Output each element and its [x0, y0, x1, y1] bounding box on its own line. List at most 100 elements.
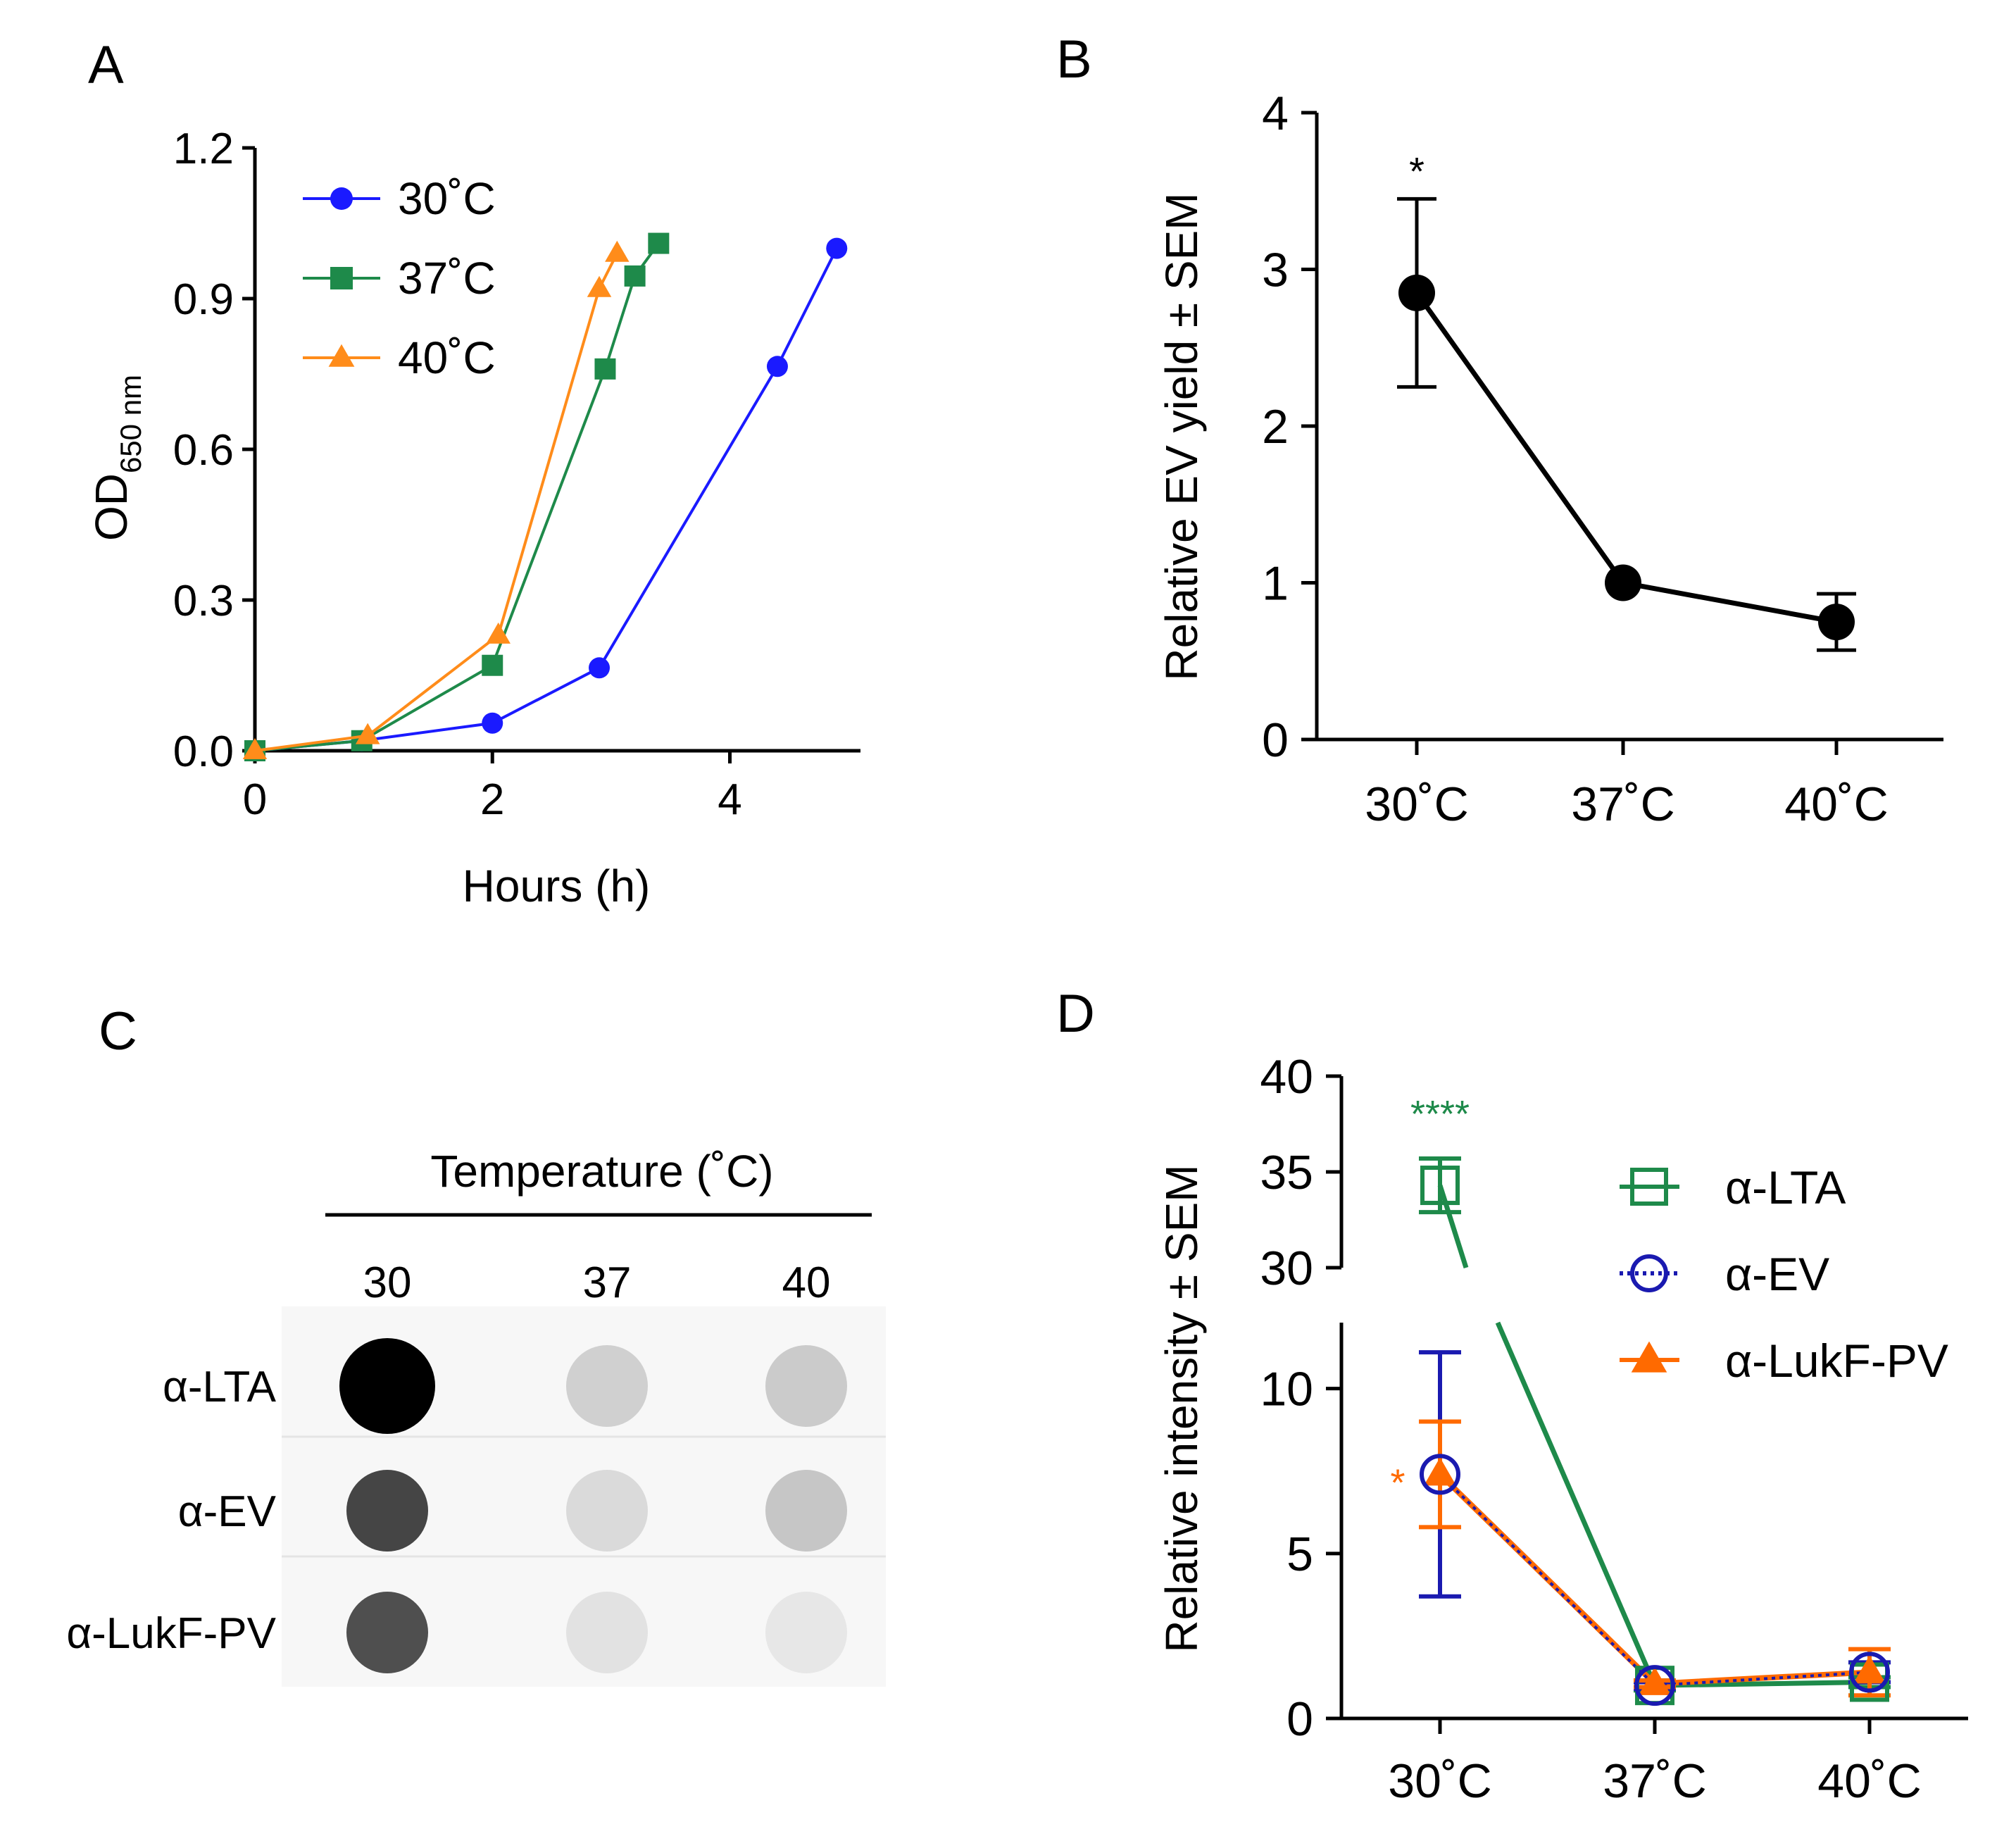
data-point	[1639, 1666, 1671, 1695]
legend-label: 40˚C	[398, 332, 496, 383]
legend-label: 30˚C	[398, 173, 496, 224]
y-tick-label: 0	[1262, 713, 1289, 767]
x-tick-label: 30˚C	[1365, 778, 1468, 831]
blot-dot	[765, 1345, 847, 1427]
y-tick-label: 0.3	[173, 577, 234, 625]
y-tick-label: 1.2	[173, 125, 234, 173]
blot-column-label: 30	[363, 1259, 412, 1307]
data-point	[1849, 1652, 1890, 1693]
panel-a-x-ticks: 0 2 4	[243, 751, 742, 824]
legend-label: α-EV	[1725, 1248, 1829, 1300]
panel-a-x-label: Hours (h)	[463, 861, 651, 911]
y-tick-label: 40	[1260, 1050, 1313, 1104]
panel-b-series: *	[1397, 149, 1856, 652]
blot-column-label: 40	[782, 1259, 831, 1307]
legend-marker	[1630, 1254, 1668, 1292]
y-tick-label: 0.6	[173, 426, 234, 475]
series-line	[254, 247, 839, 752]
y-tick-label: 5	[1286, 1528, 1313, 1581]
data-point	[355, 723, 380, 744]
panel-b-y-label: Relative EV yield ± SEM	[1156, 192, 1207, 680]
data-point	[1424, 1457, 1456, 1486]
x-tick-label: 37˚C	[1571, 778, 1674, 831]
y-tick-label: 30	[1260, 1242, 1313, 1295]
y-tick-label: 0.0	[173, 728, 234, 776]
legend-label: α-LukF-PV	[1725, 1335, 1948, 1387]
panel-a-y-label: OD650 nm	[86, 375, 147, 541]
panel-a: A 0.0 0.3 0.6 0.9 1.2 0 2 4 Hours (h) OD650 nm…	[86, 35, 860, 911]
blot-dot	[346, 1592, 428, 1673]
significance-marker: *	[1390, 1461, 1405, 1504]
data-point	[1634, 1665, 1675, 1706]
panel-b-y-ticks: 0 1 2 3 4	[1262, 87, 1317, 767]
legend-label: α-LTA	[1725, 1161, 1846, 1213]
y-tick-label: 2	[1262, 400, 1289, 454]
data-point	[1420, 1454, 1460, 1495]
panel-b-letter: B	[1056, 30, 1092, 89]
panel-a-y-ticks: 0.0 0.3 0.6 0.9 1.2	[173, 125, 255, 776]
data-point	[826, 237, 848, 259]
data-point	[486, 622, 511, 644]
panel-d-x-ticks: 30˚C 37˚C 40˚C	[1388, 1718, 1922, 1808]
significance-marker: *	[1409, 149, 1425, 193]
blot-dot	[566, 1345, 648, 1427]
legend-marker	[1630, 1168, 1668, 1206]
panel-d-legend: α-LTA α-EV α-LukF-PV	[1620, 1161, 1948, 1387]
y-tick-label: 0	[1286, 1692, 1313, 1746]
y-tick-label: 0.9	[173, 275, 234, 324]
data-point	[1818, 604, 1855, 641]
panel-d-y-ticks: 0 5 10 30 35 40	[1260, 1050, 1341, 1746]
panel-a-legend: 30˚C 37˚C 40˚C	[303, 173, 496, 383]
series-line	[254, 252, 619, 752]
x-tick-label: 4	[718, 775, 741, 824]
data-point	[1605, 564, 1641, 601]
x-tick-label: 40˚C	[1817, 1754, 1921, 1808]
series-line	[1439, 1473, 1870, 1687]
y-tick-label: 3	[1262, 244, 1289, 297]
blot-row-label: α-EV	[178, 1487, 277, 1536]
data-point	[766, 356, 788, 377]
series-line	[1495, 1321, 1658, 1687]
blot-header: Temperature (˚C)	[430, 1146, 773, 1197]
data-point	[482, 712, 503, 734]
panel-c: C Temperature (˚C) 30 37 40 α-LTA α-EV α-LukF…	[66, 1001, 886, 1687]
legend-marker	[330, 267, 353, 289]
panel-b-x-ticks: 30˚C 37˚C 40˚C	[1365, 739, 1889, 831]
data-point	[605, 240, 630, 262]
panel-c-letter: C	[99, 1001, 137, 1061]
panel-a-letter: A	[88, 35, 124, 95]
data-point	[1853, 1655, 1886, 1684]
significance-marker: ****	[1410, 1093, 1470, 1135]
data-point	[589, 657, 611, 679]
y-tick-label: 1	[1262, 557, 1289, 611]
panel-a-series	[242, 232, 848, 761]
blot-dot	[566, 1592, 648, 1673]
data-point	[587, 275, 612, 297]
blot-dot	[346, 1470, 428, 1552]
legend-marker	[328, 344, 355, 367]
panel-d-series: *****	[1390, 1093, 1891, 1706]
x-tick-label: 30˚C	[1388, 1754, 1491, 1808]
data-point	[1420, 1166, 1460, 1206]
data-point	[594, 358, 616, 380]
legend-marker	[1631, 1341, 1667, 1373]
panel-d-y-label: Relative intensity ± SEM	[1156, 1164, 1207, 1652]
y-tick-label: 4	[1262, 87, 1289, 140]
x-tick-label: 37˚C	[1603, 1754, 1706, 1808]
panel-b: B 0 1 2 3 4 30˚C 37˚C 40˚C * Relative EV yield…	[1056, 30, 1943, 831]
blot-dot	[339, 1338, 435, 1434]
legend-label: 37˚C	[398, 253, 496, 304]
data-point	[242, 738, 268, 759]
blot-row-label: α-LukF-PV	[66, 1609, 276, 1658]
panel-d-letter: D	[1056, 984, 1095, 1044]
series-line	[1437, 1184, 1469, 1269]
data-point	[624, 265, 646, 287]
series-line	[1654, 1679, 1870, 1688]
x-tick-label: 40˚C	[1784, 778, 1888, 831]
blot-dot	[765, 1470, 847, 1552]
data-point	[648, 232, 670, 254]
x-tick-label: 0	[243, 775, 267, 824]
data-point	[1398, 274, 1435, 311]
